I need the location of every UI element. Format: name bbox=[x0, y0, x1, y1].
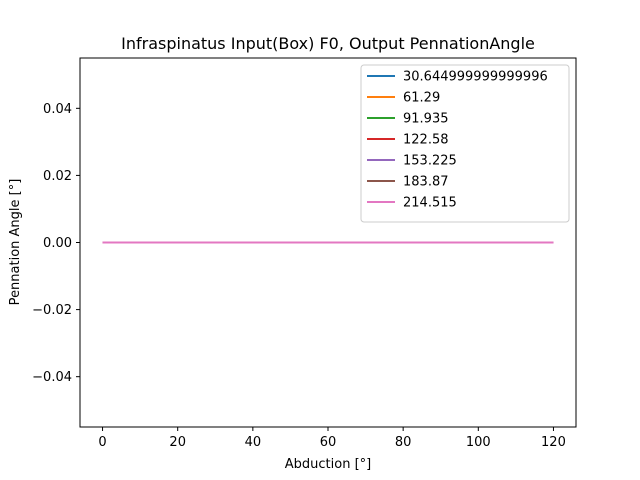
x-tick-label: 80 bbox=[395, 435, 412, 450]
legend-label: 153.225 bbox=[403, 154, 457, 169]
x-tick-label: 40 bbox=[245, 435, 262, 450]
y-tick-label: 0.04 bbox=[43, 102, 72, 117]
legend-label: 61.29 bbox=[403, 91, 440, 106]
y-tick-label: 0.02 bbox=[43, 169, 72, 184]
x-axis: 0 20 40 60 80 100 120 bbox=[98, 427, 566, 450]
chart-title: Infraspinatus Input(Box) F0, Output Penn… bbox=[121, 34, 535, 53]
x-tick-label: 120 bbox=[541, 435, 566, 450]
y-tick-label: −0.02 bbox=[32, 303, 72, 318]
legend-label: 214.515 bbox=[403, 196, 457, 211]
legend-label: 122.58 bbox=[403, 133, 449, 148]
legend-label: 183.87 bbox=[403, 175, 449, 190]
legend-label: 30.644999999999996 bbox=[403, 70, 548, 85]
legend: 30.644999999999996 61.29 91.935 122.58 153.2… bbox=[360, 64, 570, 223]
x-tick-label: 100 bbox=[466, 435, 491, 450]
x-tick-label: 20 bbox=[169, 435, 186, 450]
y-axis-label: Pennation Angle [°] bbox=[8, 179, 23, 306]
legend-label: 91.935 bbox=[403, 112, 449, 127]
x-tick-label: 0 bbox=[98, 435, 106, 450]
x-tick-label: 60 bbox=[320, 435, 337, 450]
y-tick-label: −0.04 bbox=[32, 370, 72, 385]
y-axis: −0.04 −0.02 0.00 0.02 0.04 bbox=[32, 102, 80, 385]
x-axis-label: Abduction [°] bbox=[285, 457, 371, 472]
legend-box bbox=[360, 64, 570, 223]
y-tick-label: 0.00 bbox=[43, 236, 72, 251]
